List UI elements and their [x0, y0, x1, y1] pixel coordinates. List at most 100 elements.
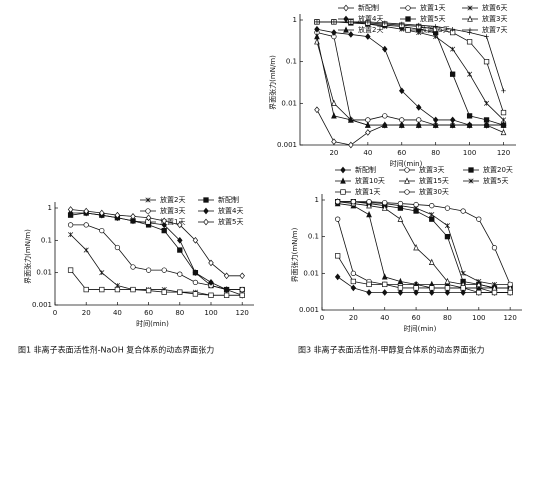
marker	[114, 211, 121, 219]
legend-marker	[145, 219, 151, 225]
marker	[397, 285, 404, 291]
legend-label: 放置4天	[218, 206, 243, 215]
series-line	[337, 219, 511, 293]
legend-label: 新配制	[355, 165, 376, 174]
marker	[507, 289, 513, 296]
marker	[331, 99, 337, 106]
legend-label: 放置3天	[419, 165, 444, 174]
marker	[83, 207, 89, 215]
marker	[83, 222, 89, 228]
marker	[99, 227, 105, 234]
legend-label: 放置30天	[419, 187, 449, 196]
marker	[413, 201, 419, 208]
marker	[192, 291, 199, 297]
series-line	[337, 203, 511, 289]
marker	[366, 281, 372, 288]
marker	[223, 286, 230, 293]
marker	[208, 259, 214, 267]
legend-label: 放置1天	[355, 187, 380, 196]
legend-marker	[468, 178, 474, 184]
marker	[444, 234, 451, 240]
x-tick-label: 100	[472, 314, 485, 322]
legend-label: 放置10天	[355, 176, 385, 185]
marker	[460, 270, 466, 276]
legend-marker	[405, 27, 411, 33]
x-tick-label: 60	[397, 149, 406, 157]
marker	[331, 29, 337, 36]
legend-label: 放置1天	[160, 217, 185, 226]
legend-marker	[343, 15, 349, 23]
marker	[67, 222, 74, 228]
marker	[114, 244, 121, 251]
marker	[444, 223, 450, 229]
marker	[433, 24, 438, 29]
x-tick-label: 100	[204, 309, 217, 317]
marker	[366, 202, 372, 209]
marker	[483, 121, 490, 128]
x-tick-label: 60	[144, 309, 153, 317]
series-line	[316, 21, 504, 126]
marker	[177, 221, 183, 229]
marker	[67, 267, 74, 273]
marker	[413, 244, 419, 251]
legend-marker	[145, 208, 151, 214]
marker	[99, 209, 105, 217]
y-tick-label: 1	[48, 204, 52, 212]
legend-label: 放置20天	[483, 165, 513, 174]
series-line	[316, 109, 504, 146]
marker	[491, 245, 498, 251]
marker	[350, 270, 357, 276]
y-tick-label: 1	[315, 196, 319, 204]
marker	[68, 232, 74, 238]
marker	[444, 289, 451, 296]
marker	[382, 45, 388, 53]
marker	[397, 289, 404, 296]
marker	[500, 109, 507, 116]
x-tick-label: 80	[175, 309, 184, 317]
x-tick-label: 40	[363, 149, 372, 157]
legend-marker	[343, 4, 349, 12]
x-tick-label: 0	[320, 314, 324, 322]
series-line	[337, 255, 511, 293]
marker	[381, 204, 388, 211]
marker	[348, 31, 354, 38]
legend-marker	[203, 207, 209, 215]
marker	[83, 247, 89, 253]
x-tick-label: 80	[431, 149, 440, 157]
marker	[381, 289, 388, 296]
series-line	[70, 209, 243, 277]
legend-marker	[467, 27, 473, 33]
legend-marker	[145, 197, 151, 203]
legend-label: 放置5天	[218, 217, 243, 226]
marker	[130, 264, 136, 270]
y-tick-label: 0.001	[32, 301, 52, 309]
marker	[491, 281, 498, 287]
marker	[314, 32, 320, 40]
series-line	[316, 28, 504, 126]
marker	[444, 277, 451, 285]
legend-marker	[340, 189, 346, 195]
marker	[177, 271, 183, 277]
marker	[192, 269, 199, 277]
marker	[413, 289, 419, 296]
y-axis-label: 界面张力(mN/m)	[290, 227, 299, 282]
series-line	[70, 269, 243, 296]
marker	[348, 116, 354, 123]
legend-label: 放置15天	[419, 176, 449, 185]
x-tick-label: 0	[53, 309, 57, 317]
legend-label: 放置6天	[482, 3, 507, 12]
marker	[500, 117, 507, 123]
legend-marker	[405, 5, 411, 11]
marker	[429, 285, 435, 291]
marker	[366, 199, 372, 205]
marker	[350, 278, 357, 285]
series-line	[337, 201, 511, 285]
marker	[460, 289, 466, 296]
marker	[501, 88, 506, 94]
marker	[415, 121, 422, 128]
x-axis-label: 时间(min)	[390, 159, 423, 168]
marker	[223, 292, 230, 298]
marker	[366, 210, 372, 218]
marker	[192, 236, 199, 244]
